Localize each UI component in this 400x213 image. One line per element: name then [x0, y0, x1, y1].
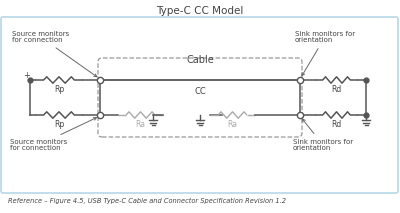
Text: Rp: Rp	[54, 120, 64, 129]
Text: Type-C CC Model: Type-C CC Model	[156, 6, 244, 16]
Text: Rd: Rd	[331, 85, 342, 94]
Text: Cable: Cable	[186, 55, 214, 65]
Text: Ra: Ra	[228, 120, 238, 129]
Text: Ra: Ra	[136, 120, 146, 129]
Text: +: +	[24, 71, 30, 79]
FancyBboxPatch shape	[1, 17, 398, 193]
Text: Sink monitors for
orientation: Sink monitors for orientation	[293, 119, 353, 151]
Text: Source monitors
for connection: Source monitors for connection	[12, 30, 97, 77]
Text: Source monitors
for connection: Source monitors for connection	[10, 118, 96, 151]
Text: Sink monitors for
orientation: Sink monitors for orientation	[295, 30, 355, 76]
Text: CC: CC	[194, 87, 206, 96]
Text: Rp: Rp	[54, 85, 64, 94]
Text: Reference – Figure 4.5, USB Type-C Cable and Connector Specification Revision 1.: Reference – Figure 4.5, USB Type-C Cable…	[8, 198, 286, 204]
Text: Rd: Rd	[331, 120, 342, 129]
FancyBboxPatch shape	[98, 58, 302, 137]
